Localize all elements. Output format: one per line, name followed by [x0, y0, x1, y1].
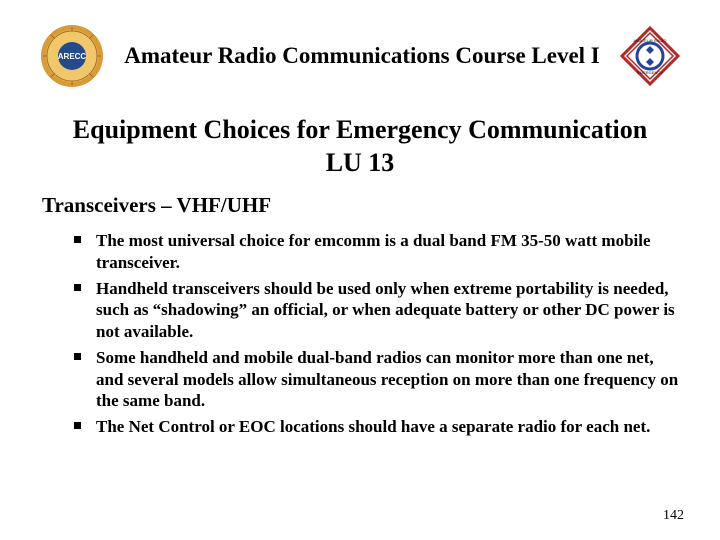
- ares-diamond-icon: AMATEUR RADIO EMERGENCY: [620, 26, 680, 86]
- slide-header: ARECC Amateur Radio Communications Cours…: [40, 24, 680, 88]
- section-subhead: Transceivers – VHF/UHF: [42, 193, 680, 218]
- list-item: Handheld transceivers should be used onl…: [74, 278, 680, 343]
- list-item: Some handheld and mobile dual-band radio…: [74, 347, 680, 412]
- list-item: The Net Control or EOC locations should …: [74, 416, 680, 438]
- bullet-list: The most universal choice for emcomm is …: [74, 230, 680, 438]
- svg-text:ARECC: ARECC: [58, 52, 87, 61]
- arecc-badge-icon: ARECC: [40, 24, 104, 88]
- main-title: Equipment Choices for Emergency Communic…: [40, 114, 680, 179]
- course-title: Amateur Radio Communications Course Leve…: [112, 43, 612, 69]
- svg-text:AMATEUR RADIO: AMATEUR RADIO: [633, 38, 666, 43]
- list-item: The most universal choice for emcomm is …: [74, 230, 680, 274]
- svg-text:EMERGENCY: EMERGENCY: [637, 70, 663, 75]
- main-title-line1: Equipment Choices for Emergency Communic…: [73, 115, 647, 177]
- page-number: 142: [663, 508, 684, 524]
- slide: ARECC Amateur Radio Communications Cours…: [0, 0, 720, 540]
